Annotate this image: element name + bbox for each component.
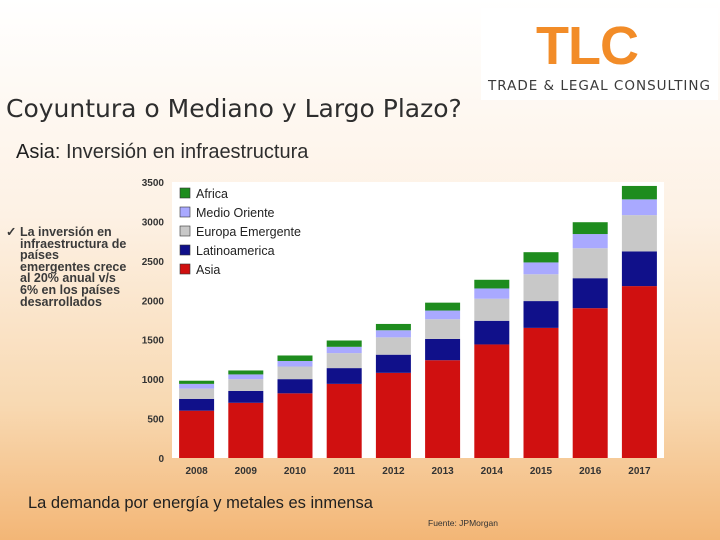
- bar-segment-africa: [277, 355, 313, 362]
- bar-segment-medio-oriente: [277, 361, 313, 367]
- bar-segment-europa-emergente: [523, 274, 559, 302]
- bar-segment-europa-emergente: [179, 388, 215, 399]
- x-tick-label: 2014: [481, 466, 504, 477]
- y-tick-label: 1000: [142, 375, 165, 386]
- x-tick-label: 2015: [530, 466, 553, 477]
- bar-segment-medio-oriente: [474, 288, 510, 299]
- y-tick-label: 3500: [142, 178, 165, 189]
- bar-segment-africa: [179, 380, 215, 384]
- bar-segment-latinoamerica: [523, 301, 559, 328]
- legend-swatch: [179, 244, 191, 256]
- bar-segment-medio-oriente: [523, 262, 559, 275]
- x-tick-label: 2008: [185, 466, 208, 477]
- bar-segment-asia: [621, 286, 657, 458]
- subtitle-text: : Inversión en infraestructura: [54, 141, 309, 163]
- bar-segment-latinoamerica: [277, 379, 313, 394]
- bar-segment-latinoamerica: [326, 368, 362, 384]
- bullet-point: ✓ La inversión en infraestructura de paí…: [6, 225, 128, 309]
- tlc-logo-mark: TLC: [536, 20, 639, 70]
- bar-segment-africa: [228, 370, 264, 375]
- bar-segment-europa-emergente: [277, 366, 313, 380]
- y-tick-label: 2500: [142, 257, 165, 268]
- bar-segment-africa: [474, 279, 510, 289]
- legend-swatch: [179, 263, 191, 275]
- bar-segment-asia: [179, 410, 215, 458]
- bar-segment-asia: [572, 308, 608, 458]
- bar-segment-asia: [425, 360, 461, 458]
- x-tick-label: 2009: [235, 466, 258, 477]
- slide-title: Coyuntura o Mediano y Largo Plazo?: [6, 94, 462, 123]
- bar-segment-medio-oriente: [326, 346, 362, 354]
- subtitle-region: Asia: [16, 141, 55, 163]
- bar-segment-latinoamerica: [179, 398, 215, 411]
- bar-segment-asia: [277, 393, 313, 458]
- checkmark-icon: ✓: [6, 225, 17, 239]
- bar-segment-europa-emergente: [228, 379, 264, 391]
- x-tick-label: 2016: [579, 466, 602, 477]
- bar-segment-africa: [326, 340, 362, 347]
- bar-segment-latinoamerica: [425, 338, 461, 361]
- bar-segment-medio-oriente: [179, 383, 215, 389]
- logo-subtitle: TRADE & LEGAL CONSULTING: [488, 78, 711, 94]
- y-tick-label: 500: [147, 415, 164, 426]
- bar-segment-latinoamerica: [228, 390, 264, 403]
- bar-segment-africa: [523, 252, 559, 263]
- bar-segment-europa-emergente: [375, 337, 411, 355]
- x-tick-label: 2013: [431, 466, 454, 477]
- legend-label: Medio Oriente: [196, 206, 275, 220]
- bar-segment-latinoamerica: [572, 278, 608, 309]
- bar-segment-medio-oriente: [228, 374, 264, 380]
- y-tick-label: 1500: [142, 336, 165, 347]
- bullet-text: La inversión en infraestructura de paíse…: [20, 225, 127, 309]
- x-tick-label: 2012: [382, 466, 405, 477]
- source-note: Fuente: JPMorgan: [428, 518, 498, 528]
- x-tick-label: 2017: [628, 466, 651, 477]
- bar-segment-africa: [425, 302, 461, 311]
- legend-label: Latinoamerica: [196, 244, 275, 258]
- legend-label: Africa: [196, 187, 228, 201]
- y-tick-label: 0: [158, 454, 164, 465]
- bar-segment-africa: [375, 323, 411, 331]
- stacked-bar-chart: 0 500 1000 1500 2000 2500 3000 3500 2008 2009 2010…: [126, 170, 671, 488]
- legend-label: Asia: [196, 263, 220, 277]
- bar-segment-africa: [572, 222, 608, 235]
- conclusion-text: La demanda por energía y metales es inme…: [28, 494, 373, 512]
- bar-segment-latinoamerica: [375, 354, 411, 373]
- bar-segment-medio-oriente: [572, 234, 608, 249]
- bar-segment-africa: [621, 185, 657, 200]
- bar-segment-asia: [228, 402, 264, 458]
- bar-segment-europa-emergente: [474, 298, 510, 321]
- x-tick-label: 2011: [333, 466, 355, 477]
- bar-segment-europa-emergente: [621, 215, 657, 252]
- bar-segment-asia: [375, 372, 411, 458]
- slide-subtitle: Asia: Inversión en infraestructura: [16, 141, 308, 164]
- legend-swatch: [179, 225, 191, 237]
- bar-segment-latinoamerica: [474, 320, 510, 345]
- bar-segment-asia: [474, 344, 510, 458]
- company-logo: TLC TRADE & LEGAL CONSULTING: [481, 8, 718, 100]
- legend-swatch: [179, 187, 191, 199]
- chart-canvas: 0 500 1000 1500 2000 2500 3000 3500 2008 2009 2010…: [142, 178, 664, 477]
- bar-segment-europa-emergente: [572, 248, 608, 279]
- y-tick-label: 2000: [142, 296, 165, 307]
- bar-segment-europa-emergente: [326, 353, 362, 369]
- bar-segment-asia: [326, 383, 362, 458]
- bar-segment-medio-oriente: [621, 199, 657, 216]
- x-tick-label: 2010: [284, 466, 307, 477]
- bar-segment-latinoamerica: [621, 251, 657, 287]
- logo-text: TLC: [536, 20, 638, 70]
- bar-segment-asia: [523, 327, 559, 458]
- bar-segment-medio-oriente: [425, 310, 461, 320]
- bar-segment-europa-emergente: [425, 319, 461, 339]
- legend-swatch: [179, 206, 191, 218]
- bar-segment-medio-oriente: [375, 330, 411, 338]
- legend-label: Europa Emergente: [196, 225, 301, 239]
- y-tick-label: 3000: [142, 217, 165, 228]
